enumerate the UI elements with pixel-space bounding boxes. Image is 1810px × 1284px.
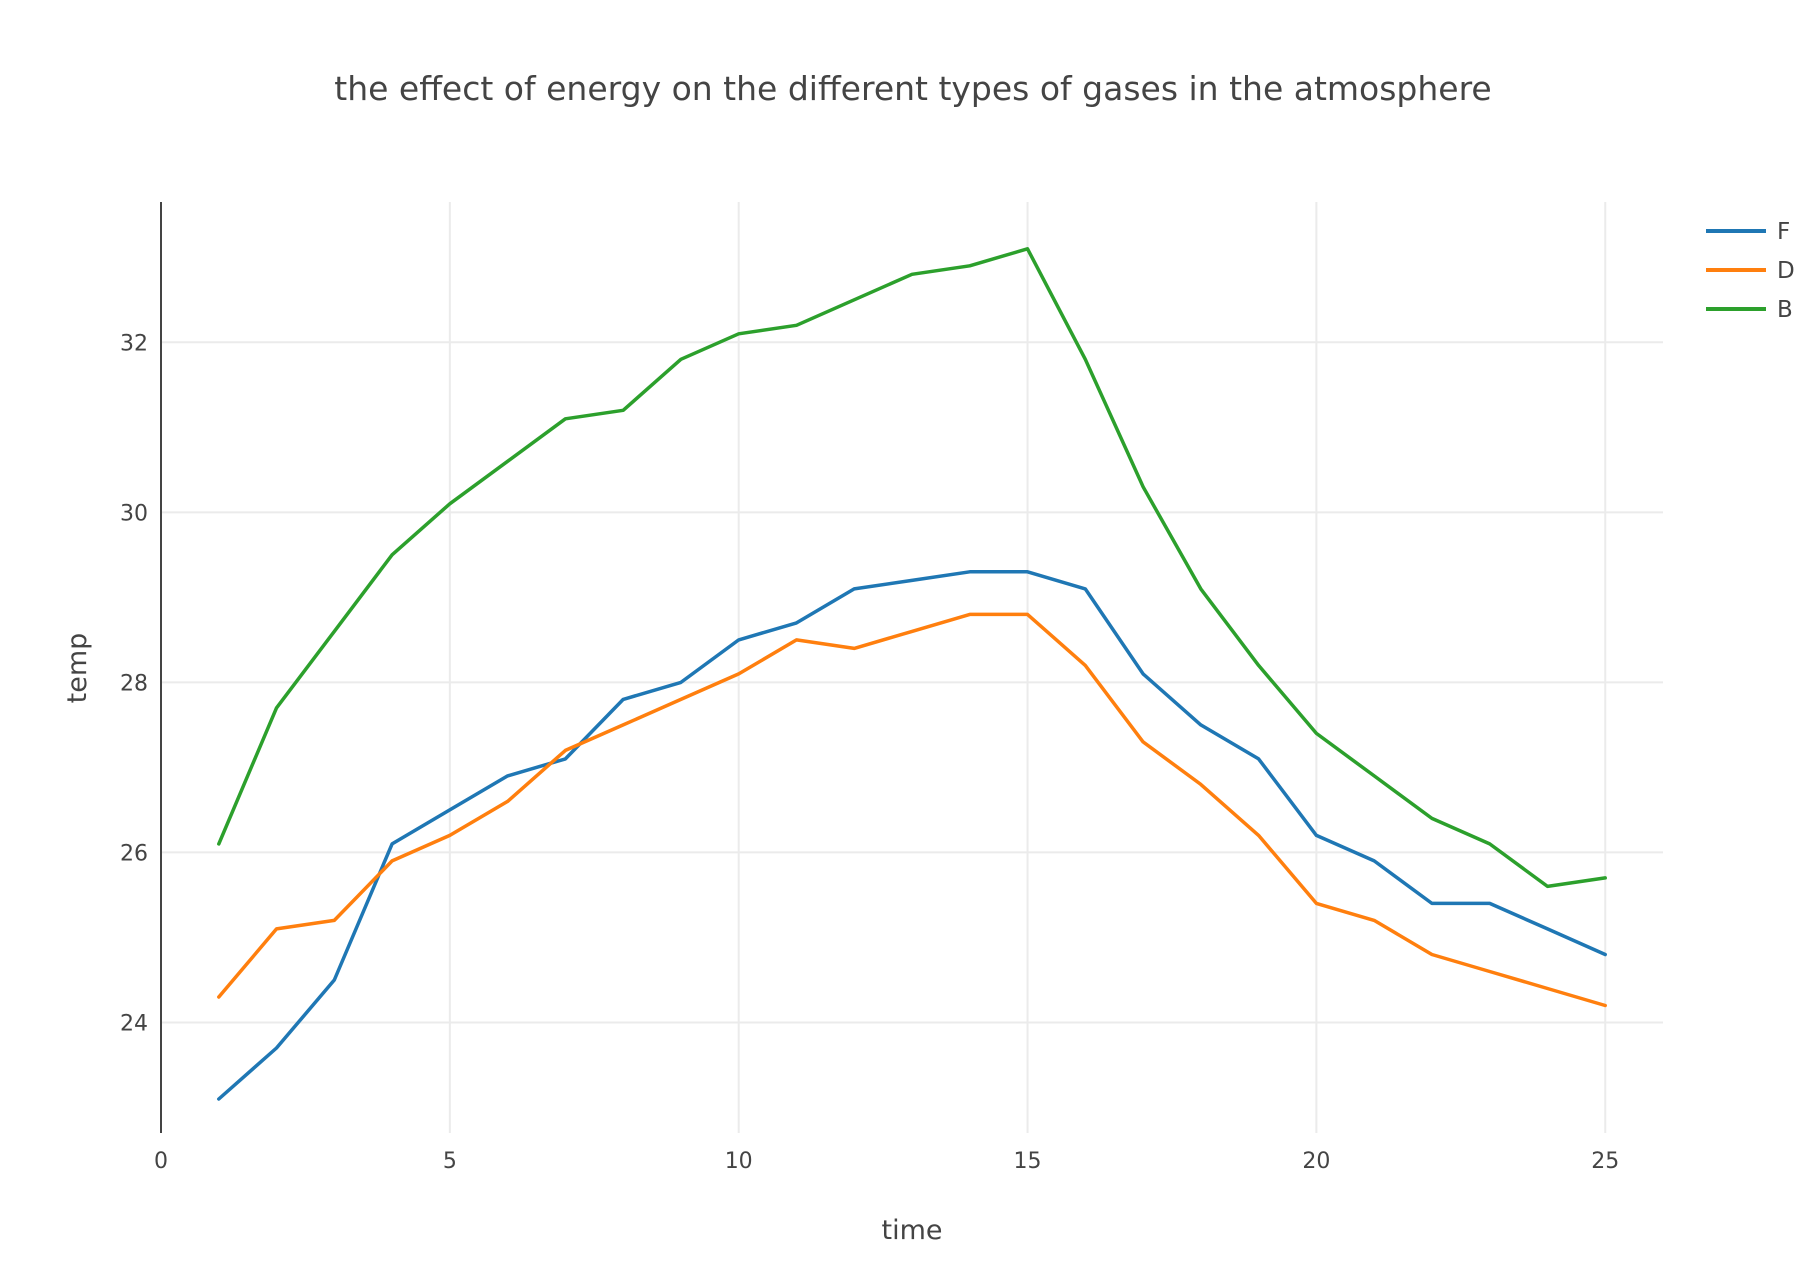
legend[interactable]: FDB [1706,219,1795,323]
series-line-D [217,612,1607,1008]
axis-layer: 0 5 10 15 20 25 24 26 28 30 32 [120,202,1619,1174]
legend-item-D[interactable]: D [1706,258,1795,284]
x-axis-title: time [881,1215,942,1246]
x-tick-label: 25 [1591,1149,1619,1174]
legend-item-F[interactable]: F [1706,219,1790,245]
x-tick-label: 15 [1014,1149,1042,1174]
x-tick-label: 10 [725,1149,753,1174]
x-tick-label: 20 [1302,1149,1330,1174]
series-line-F [217,570,1607,1101]
y-tick-label: 32 [120,331,148,356]
legend-label: F [1777,219,1790,245]
y-tick-label: 26 [120,841,148,866]
x-tick-label: 0 [154,1149,168,1174]
legend-label: D [1777,258,1795,284]
series-layer [217,247,1607,1101]
y-tick-label: 28 [120,671,148,696]
y-axis-title: temp [62,633,93,704]
chart-title: the effect of energy on the different ty… [334,69,1491,108]
y-tick-label: 30 [120,501,148,526]
x-tick-label: 5 [443,1149,457,1174]
series-line-B [217,247,1607,889]
y-tick-label: 24 [120,1011,148,1036]
legend-label: B [1777,297,1793,323]
legend-item-B[interactable]: B [1706,297,1793,323]
